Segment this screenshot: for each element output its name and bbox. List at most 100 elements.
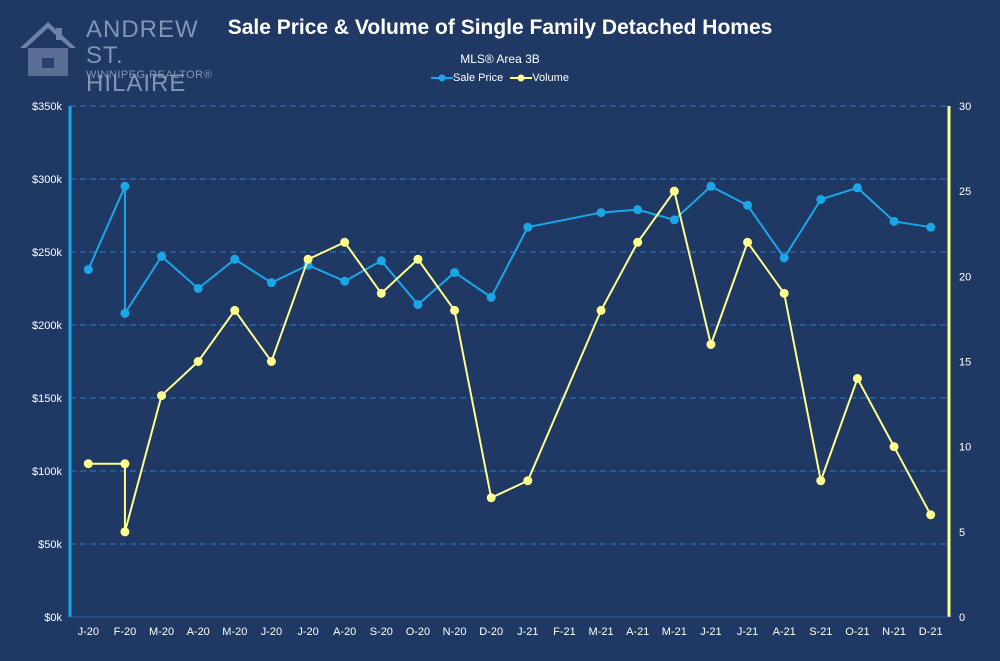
sale-price-point	[340, 276, 350, 286]
x-tick-label: M-20	[222, 626, 247, 638]
x-tick-label: M-20	[149, 626, 174, 638]
volume-point	[486, 493, 496, 503]
chart-title: Sale Price & Volume of Single Family Det…	[227, 16, 773, 39]
volume-point	[816, 476, 826, 486]
volume-point	[157, 391, 167, 401]
x-tick-label: O-21	[845, 626, 869, 638]
sale-price-point	[266, 278, 276, 288]
legend-item-sale-price: Sale Price	[431, 72, 503, 84]
x-tick-label: F-21	[553, 626, 576, 638]
sale-price-point	[193, 284, 203, 293]
volume-point	[889, 442, 899, 452]
x-tick-label: J-21	[700, 626, 721, 638]
x-tick-label: J-20	[297, 626, 318, 638]
sale-price-point	[157, 251, 167, 261]
volume-point	[413, 254, 423, 264]
volume-point	[633, 237, 643, 247]
volume-point	[706, 339, 716, 349]
x-tick-label: N-20	[443, 626, 467, 638]
x-tick-label: A-20	[187, 626, 210, 638]
sale-price-point	[633, 205, 643, 215]
volume-series-line	[88, 188, 932, 533]
sale-price-point	[376, 256, 386, 266]
volume-point	[120, 459, 130, 469]
x-tick-label: N-21	[882, 626, 906, 638]
y-left-tick-label: $200k	[32, 320, 62, 332]
sale-price-point	[486, 292, 496, 302]
x-tick-label: S-21	[809, 626, 832, 638]
legend-volume-marker-icon	[510, 74, 533, 82]
volume-point	[596, 305, 606, 315]
sale-price-point	[596, 208, 606, 218]
legend-item-volume: Volume	[510, 72, 569, 84]
sale-price-point	[83, 265, 93, 275]
sale-price-point	[523, 222, 533, 232]
volume-point	[779, 288, 789, 298]
legend-sale-price-label: Sale Price	[453, 72, 504, 84]
x-tick-label: O-20	[406, 626, 430, 638]
y-left-tick-label: $250k	[32, 247, 62, 259]
x-tick-label: J-21	[737, 626, 758, 638]
volume-point	[303, 254, 313, 264]
x-tick-label: S-20	[370, 626, 393, 638]
logo-name-line2: ST. HILAIRE	[86, 42, 187, 97]
x-tick-label: J-21	[517, 626, 538, 638]
volume-point	[852, 374, 862, 384]
x-tick-label: J-20	[78, 626, 99, 638]
y-right-tick-label: 15	[959, 357, 971, 369]
sale-price-point	[889, 216, 899, 226]
y-right-tick-label: 5	[959, 527, 965, 539]
logo-tagline: WINNIPEG REALTOR®	[86, 69, 213, 81]
x-tick-label: D-21	[919, 626, 943, 638]
chart-subtitle: MLS® Area 3B	[460, 52, 540, 66]
sale-price-point	[743, 200, 753, 210]
volume-point	[230, 305, 240, 315]
sale-price-point	[852, 183, 862, 193]
y-right-tick-label: 10	[959, 442, 971, 454]
y-left-tick-label: $0k	[44, 612, 62, 624]
legend-sale-price-marker-icon	[431, 74, 454, 82]
sale-price-point	[450, 267, 460, 277]
realtor-logo: ANDREW ST. HILAIRE WINNIPEG REALTOR®	[18, 14, 218, 97]
sale-price-point	[706, 181, 716, 191]
volume-point	[450, 305, 460, 315]
sale-price-point	[816, 194, 826, 204]
legend-volume-label: Volume	[532, 72, 569, 84]
volume-point	[340, 237, 350, 247]
sale-price-point	[413, 300, 423, 310]
volume-point	[743, 237, 753, 247]
sale-price-series-line	[87, 185, 931, 317]
x-tick-label: A-21	[773, 626, 796, 638]
x-tick-label: A-21	[626, 626, 649, 638]
x-tick-label: D-20	[479, 626, 503, 638]
volume-point	[669, 186, 679, 196]
y-left-tick-label: $50k	[38, 539, 62, 551]
volume-point	[266, 357, 276, 366]
y-left-tick-label: $150k	[32, 393, 62, 405]
sale-price-point	[926, 222, 936, 232]
y-left-tick-label: $350k	[32, 101, 62, 113]
volume-point	[83, 459, 93, 469]
volume-point	[376, 288, 386, 298]
y-right-tick-label: 30	[959, 101, 971, 113]
x-tick-label: M-21	[662, 626, 687, 638]
logo-name-line1: ANDREW	[86, 16, 199, 43]
volume-point	[120, 527, 130, 537]
volume-point	[926, 510, 936, 520]
sale-price-point	[120, 308, 130, 318]
y-right-tick-label: 20	[959, 271, 971, 283]
x-tick-label: F-20	[114, 626, 137, 638]
sale-price-point	[779, 253, 789, 263]
y-left-tick-label: $300k	[32, 174, 62, 186]
y-left-tick-label: $100k	[32, 466, 62, 478]
sale-price-point	[230, 254, 240, 264]
y-right-tick-label: 25	[959, 186, 971, 198]
volume-point	[193, 357, 203, 366]
x-tick-label: J-20	[261, 626, 282, 638]
volume-point	[523, 476, 533, 486]
y-right-tick-label: 0	[959, 612, 965, 624]
x-tick-label: M-21	[589, 626, 614, 638]
x-tick-label: A-20	[333, 626, 356, 638]
